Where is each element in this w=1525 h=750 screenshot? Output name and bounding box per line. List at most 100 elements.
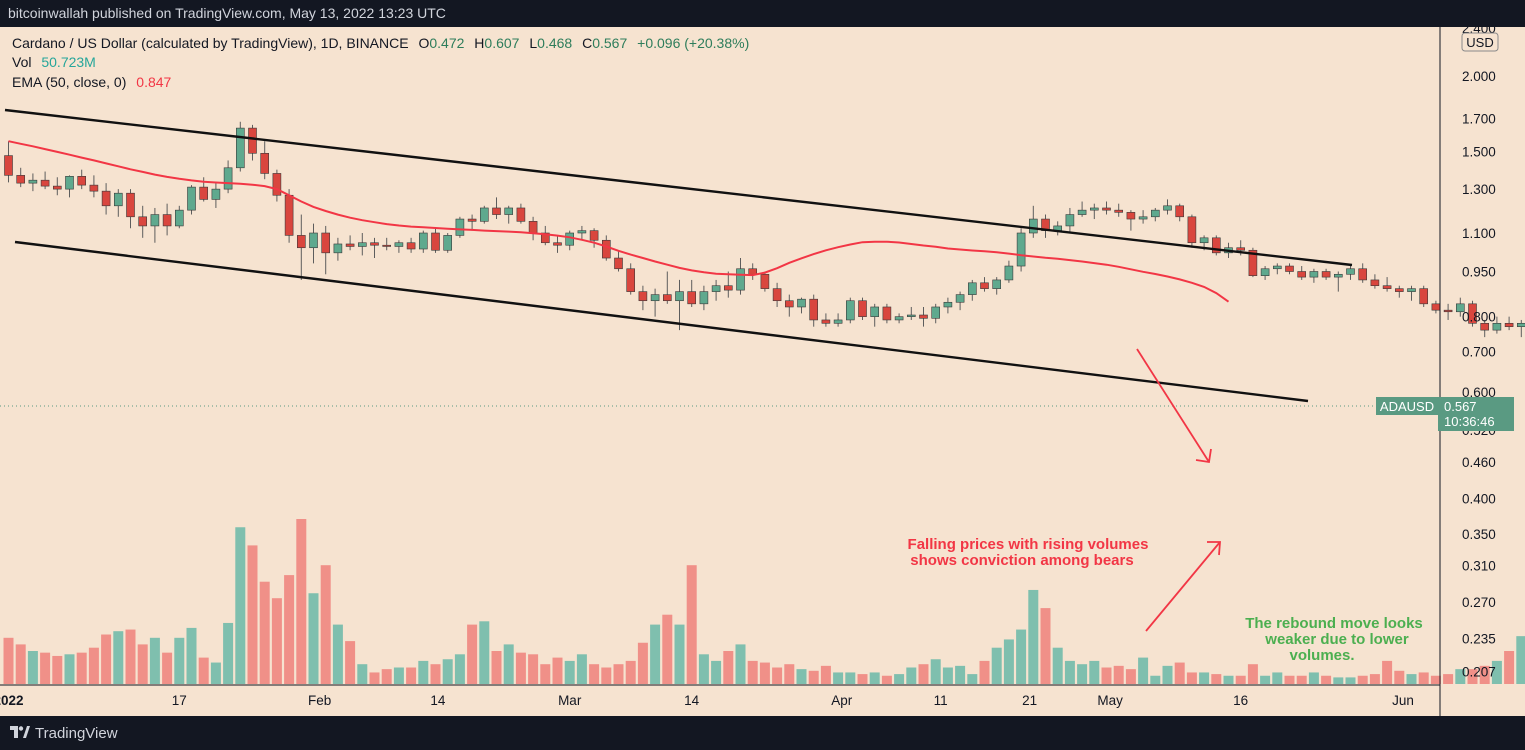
candle-body [1248,249,1258,276]
candle [1358,263,1367,283]
volume-bar [1284,675,1295,684]
volume-bar [332,624,343,684]
candle [748,263,758,280]
volume-bar [1150,675,1161,684]
candle-body [1407,288,1416,292]
tradingview-logo[interactable]: TradingView [10,725,118,742]
candle [1517,319,1525,338]
upper-channel-line[interactable] [4,108,1353,267]
lower-channel-line[interactable] [14,240,1309,403]
candle [394,240,404,253]
price-tick: 1.700 [1462,112,1496,127]
volume-bar [1040,608,1051,684]
legend-high: 0.607 [484,35,519,51]
volume-bar [820,665,831,684]
candle [565,230,575,251]
volume-bar [174,637,185,684]
candle [675,279,684,331]
candle [1395,285,1404,298]
price-tick: 0.400 [1462,492,1496,507]
candle-body [943,301,953,308]
candle [687,279,697,307]
candle [699,285,709,311]
price-tick: 1.300 [1462,182,1496,197]
candle [248,124,257,161]
candle-body [406,242,416,250]
volume-bar [345,641,356,684]
volume-bar [1321,675,1332,684]
price-tick: 0.235 [1462,631,1496,646]
candle [528,216,538,241]
annotation-rebound: The rebound move looks weaker due to low… [1245,615,1423,664]
candle [1102,201,1111,215]
volume-bar [442,659,453,684]
candle-body [1126,212,1136,220]
volume-bar [1516,636,1525,684]
candle [577,225,587,241]
time-tick: 11 [934,693,948,708]
price-tick: 0.700 [1462,345,1496,360]
candle [662,271,672,304]
time-axis[interactable]: 2022 17 Feb 14 Mar 14 Apr 11 21 May 16 Jun [0,693,1414,708]
volume-bar [1333,677,1344,684]
candle [1260,266,1270,280]
volume-bar [454,654,465,684]
volume-bar [52,655,63,684]
candle [1029,205,1038,238]
legend-vol-value: 50.723M [41,54,95,70]
candle-body [187,186,196,211]
footer-logo-text: TradingView [35,725,118,742]
candle-body [260,152,270,174]
volume-bar [198,657,209,684]
volume-bar [906,667,917,684]
volume-bar [735,644,746,684]
candle-body [52,185,62,190]
candle [784,294,794,317]
volume-bar [1162,665,1173,684]
volume-bar [1296,675,1307,684]
volume-bar [1186,672,1197,684]
candle-body [1260,268,1270,276]
candle [858,297,867,320]
candle [211,183,221,208]
candle-body [601,239,611,259]
volume-bar [1382,660,1393,684]
legend-low-label: L [529,35,537,51]
candle-body [1297,271,1306,278]
candle [772,282,782,307]
publisher-bar: bitcoinwallah published on TradingView.c… [0,0,1525,27]
candle-body [211,188,221,200]
volume-bar [613,664,624,684]
candle [357,233,367,256]
candle-body [321,232,331,254]
volume-bar [1064,660,1075,684]
volume-bar [1101,667,1112,684]
candle [870,303,880,327]
candle-body [455,218,465,236]
price-tag[interactable]: ADAUSD 0.567 10:36:46 [1376,397,1514,431]
time-tick: Apr [831,693,853,708]
up-arrow [1145,541,1221,632]
volume-bar [1235,675,1246,684]
volume-bar [564,660,575,684]
chart-area[interactable]: Cardano / US Dollar (calculated by Tradi… [0,27,1525,716]
legend-vol-label: Vol [12,54,31,70]
annotation-rebound-line3: volumes. [1289,647,1354,664]
candle [1041,214,1050,238]
volume-bar [1479,665,1490,684]
volume-bar [491,651,502,684]
price-chart[interactable]: Cardano / US Dollar (calculated by Tradi… [0,27,1525,716]
price-tick: 1.100 [1462,226,1496,241]
volume-bar [381,669,392,684]
candle-body [687,291,697,305]
candle [114,189,123,217]
legend-close-label: C [582,35,592,51]
candle-body [553,242,562,246]
currency-badge[interactable]: USD [1461,32,1499,52]
candle-body [1517,322,1525,327]
price-axis[interactable]: 2.400 2.000 1.700 1.500 1.300 1.100 0.950 0.800… [1462,27,1496,680]
candle-body [1309,271,1319,278]
candle-body [1029,218,1038,234]
volume-bar [1138,657,1149,684]
candle-body [894,316,904,321]
